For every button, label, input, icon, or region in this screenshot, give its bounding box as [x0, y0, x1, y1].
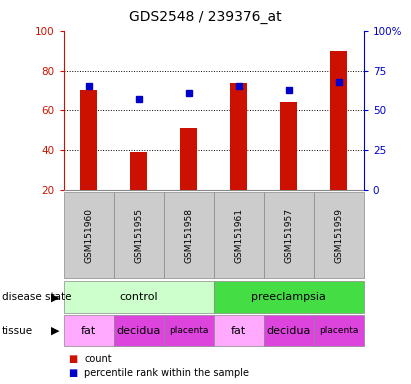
Text: GSM151959: GSM151959	[334, 208, 343, 263]
Text: decidua: decidua	[117, 326, 161, 336]
Text: GSM151955: GSM151955	[134, 208, 143, 263]
Text: GSM151961: GSM151961	[234, 208, 243, 263]
Bar	[80, 91, 97, 190]
Bar	[180, 128, 197, 190]
Text: fat: fat	[81, 326, 96, 336]
Text: ▶: ▶	[51, 326, 60, 336]
Text: tissue: tissue	[2, 326, 33, 336]
Text: decidua: decidua	[267, 326, 311, 336]
Text: fat: fat	[231, 326, 246, 336]
Text: GDS2548 / 239376_at: GDS2548 / 239376_at	[129, 10, 282, 23]
Text: preeclampsia: preeclampsia	[251, 292, 326, 302]
Text: count: count	[84, 354, 112, 364]
Bar	[330, 51, 347, 190]
Text: ■: ■	[68, 368, 77, 378]
Text: disease state: disease state	[2, 292, 72, 302]
Text: control: control	[120, 292, 158, 302]
Bar	[280, 103, 298, 190]
Text: percentile rank within the sample: percentile rank within the sample	[84, 368, 249, 378]
Text: GSM151957: GSM151957	[284, 208, 293, 263]
Text: GSM151958: GSM151958	[184, 208, 193, 263]
Bar	[230, 83, 247, 190]
Text: GSM151960: GSM151960	[84, 208, 93, 263]
Text: placenta: placenta	[319, 326, 358, 335]
Text: ▶: ▶	[51, 292, 60, 302]
Bar	[130, 152, 148, 190]
Text: placenta: placenta	[169, 326, 208, 335]
Text: ■: ■	[68, 354, 77, 364]
